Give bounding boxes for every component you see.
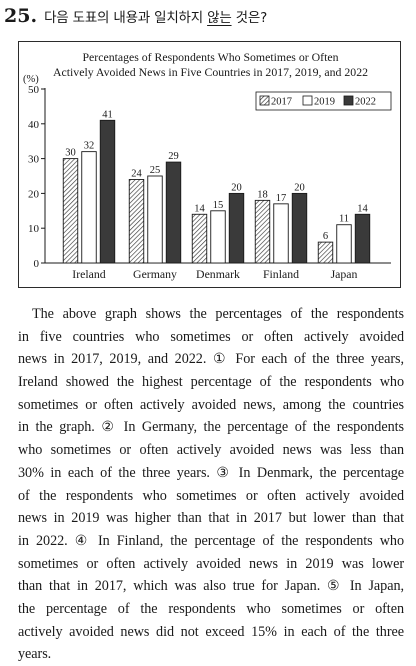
chart-title-line: Percentages of Respondents Who Sometimes… <box>83 50 339 64</box>
bar-value-label: 11 <box>339 214 349 225</box>
question-number-dot: . <box>30 5 38 27</box>
bar-2019-germany <box>147 175 163 264</box>
passage-line: in the graph. ② In Germany, the percenta… <box>18 419 404 436</box>
x-category-label: Denmark <box>196 267 240 281</box>
question-text-after: 것은? <box>231 10 268 26</box>
legend-label: 2022 <box>355 97 376 108</box>
bar-value-label: 24 <box>131 168 142 179</box>
bar-value-label: 32 <box>84 141 95 152</box>
legend-swatch-2019 <box>302 95 313 106</box>
y-tick-label: 30 <box>28 154 40 166</box>
question-header: 25. 다음 도표의 내용과 일치하지 않는 것은? <box>4 5 267 31</box>
x-category-label: Finland <box>263 267 299 281</box>
question-text: 다음 도표의 내용과 일치하지 않는 것은? <box>44 6 267 26</box>
passage-line: in 2022. ④ In Finland, the percentage of… <box>18 532 404 549</box>
passage: The above graph shows the percentages of… <box>18 303 404 666</box>
passage-line: news in 2019 was higher than that in 201… <box>18 510 404 527</box>
y-tick-label: 10 <box>28 223 40 235</box>
chart-frame: Percentages of Respondents Who Sometimes… <box>18 41 401 288</box>
bar-2022-ireland <box>99 119 116 264</box>
bar-value-label: 20 <box>294 182 305 193</box>
question-text-underlined: 않는 <box>207 10 232 26</box>
passage-line: 30% in each of the three years. ③ In Den… <box>18 464 404 481</box>
bar-value-label: 25 <box>150 165 161 176</box>
bar-chart: Percentages of Respondents Who Sometimes… <box>23 50 392 281</box>
passage-line: in five countries who sometimes or often… <box>18 328 404 345</box>
y-axis-unit-label: (%) <box>23 74 39 85</box>
bar-value-label: 20 <box>231 182 242 193</box>
bar-value-label: 29 <box>168 151 179 162</box>
passage-line: news in 2017, 2019, and 2022. ① For each… <box>18 351 404 368</box>
legend-swatch-2022 <box>343 95 354 106</box>
bar-2022-japan <box>354 213 371 264</box>
bar-2017-denmark <box>191 213 208 264</box>
y-tick-label: 0 <box>34 258 40 270</box>
bar-value-label: 17 <box>276 193 287 204</box>
legend-box <box>255 91 392 111</box>
bar-2022-finland <box>291 192 308 264</box>
passage-line: sometimes or often actively avoided news… <box>18 396 404 413</box>
passage-line: The above graph shows the percentages of… <box>32 306 404 322</box>
bar-2019-japan <box>336 224 352 264</box>
passage-line: sometimes or often actively avoided news… <box>18 555 404 572</box>
question-text-before: 다음 도표의 내용과 일치하지 <box>44 10 208 26</box>
legend-swatch-2017 <box>259 95 270 106</box>
bar-value-label: 18 <box>257 189 268 200</box>
bar-2017-finland <box>254 199 271 264</box>
passage-line: the percentage of the respondents who so… <box>18 600 404 617</box>
y-tick-label: 20 <box>28 188 40 200</box>
bar-value-label: 14 <box>357 203 368 214</box>
passage-line: of the respondents who sometimes or ofte… <box>18 487 404 504</box>
bar-value-label: 6 <box>323 231 328 242</box>
bar-2019-ireland <box>81 151 97 264</box>
legend-label: 2017 <box>271 97 292 108</box>
passage-line: Ireland showed the highest percentage of… <box>18 374 404 391</box>
bar-2019-finland <box>273 203 289 264</box>
bar-2017-ireland <box>62 158 79 264</box>
bar-2022-germany <box>165 161 182 264</box>
passage-line: than that in 2017, which was also true f… <box>18 578 404 595</box>
passage-line: who sometimes or often actively avoided … <box>18 442 404 459</box>
x-category-label: Ireland <box>72 267 106 281</box>
bar-value-label: 15 <box>213 200 224 211</box>
passage-line: actively avoided news did not exceed 15%… <box>18 623 404 640</box>
bar-2019-denmark <box>210 210 226 264</box>
y-tick-label: 50 <box>28 84 40 96</box>
bar-value-label: 41 <box>102 109 113 120</box>
chart-title-line: Actively Avoided News in Five Countries … <box>53 65 368 79</box>
bar-2017-germany <box>128 179 145 264</box>
bar-value-label: 30 <box>65 148 76 159</box>
passage-line: years. <box>18 646 52 663</box>
question-number: 25 <box>4 5 31 27</box>
bar-2017-japan <box>317 241 334 264</box>
bar-value-label: 14 <box>194 203 205 214</box>
bar-2022-denmark <box>228 192 245 264</box>
x-category-label: Japan <box>331 267 358 281</box>
y-tick-label: 40 <box>28 119 40 131</box>
legend-label: 2019 <box>314 97 335 108</box>
x-category-label: Germany <box>133 267 177 281</box>
